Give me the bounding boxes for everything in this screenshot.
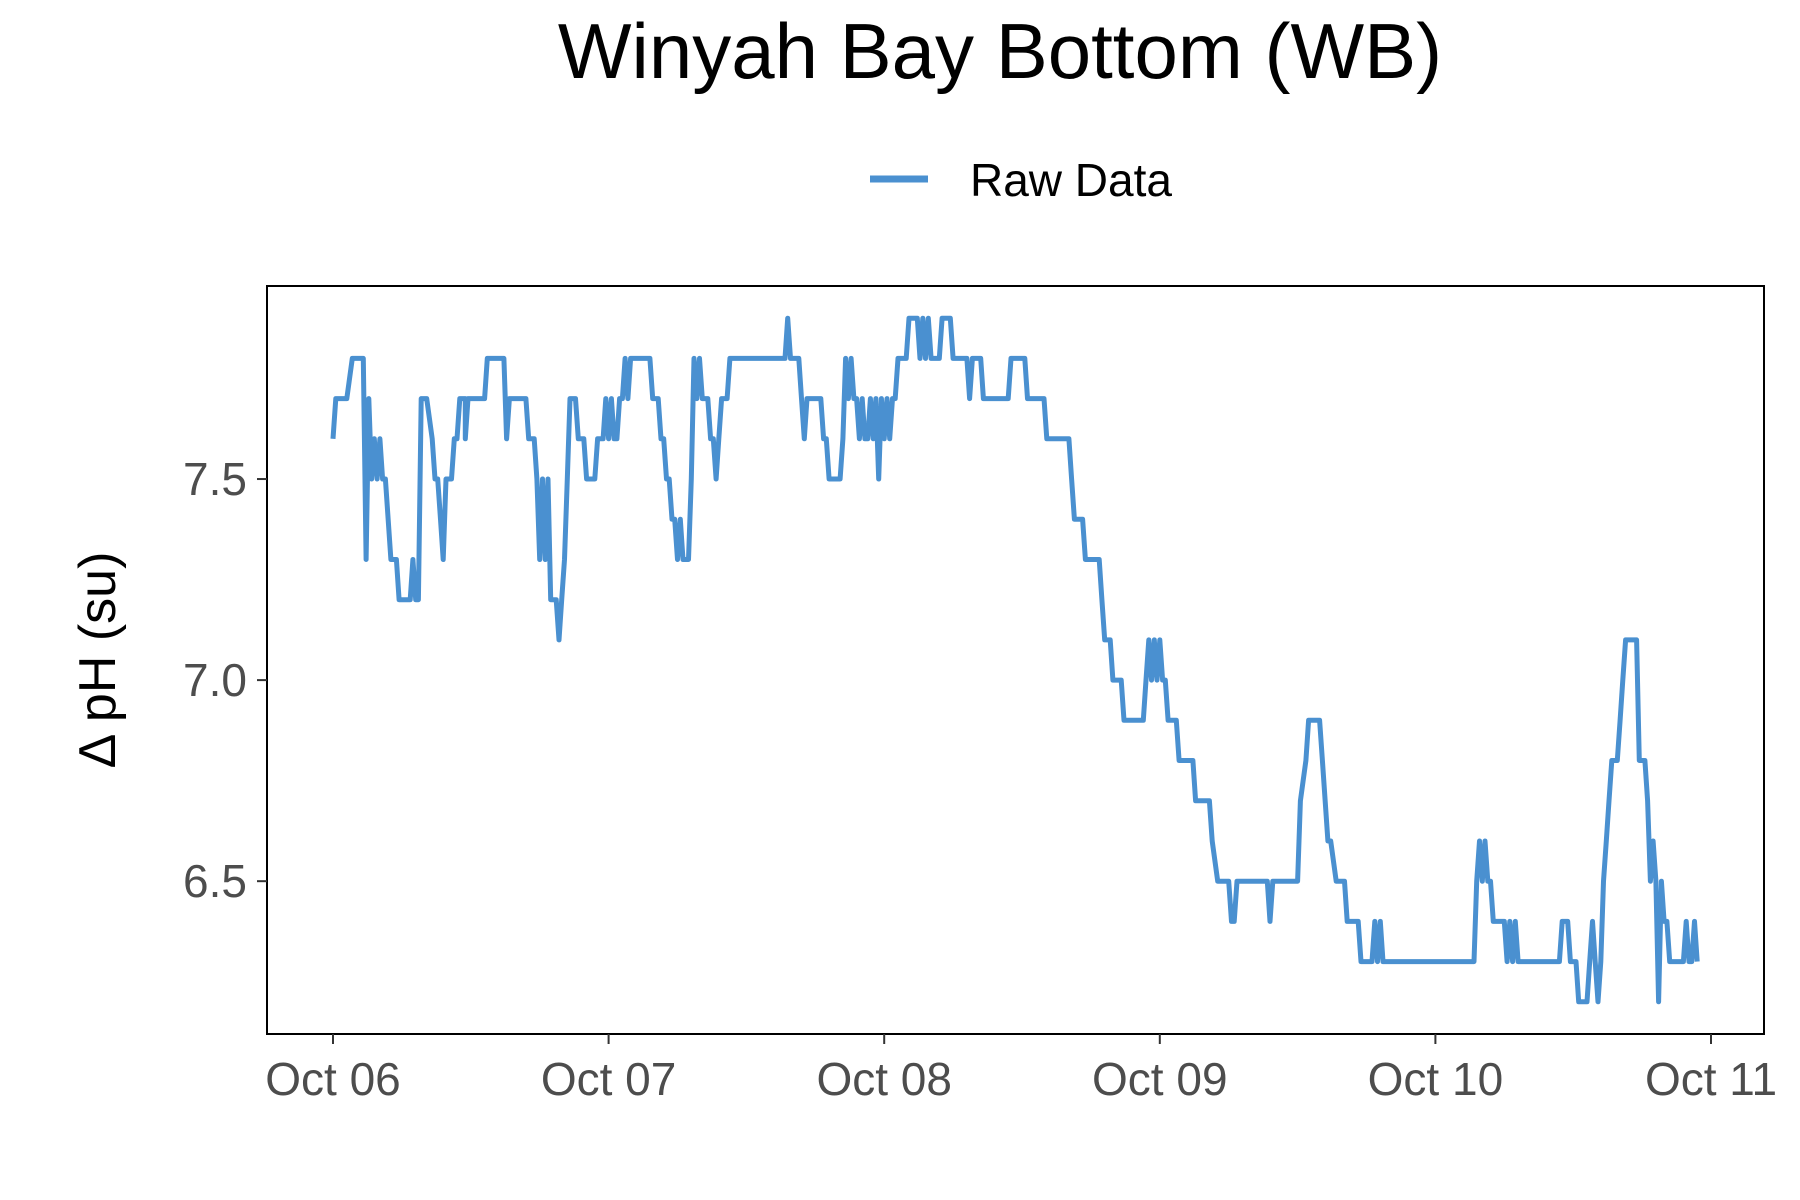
x-tick-label: Oct 07 xyxy=(541,1053,677,1105)
y-tick-label: 7.5 xyxy=(183,453,247,505)
legend: Raw Data xyxy=(870,154,1172,206)
x-tick-label: Oct 11 xyxy=(1645,1053,1777,1105)
plot-panel xyxy=(266,285,1765,1035)
series-layer xyxy=(330,315,1700,1005)
x-tick-label: Oct 10 xyxy=(1368,1053,1504,1105)
y-tick-label: 7.0 xyxy=(183,654,247,706)
x-tick-label: Oct 06 xyxy=(265,1053,401,1105)
x-axis: Oct 06 Oct 07 Oct 08 Oct 09 Oct 10 Oct 11 xyxy=(265,1034,1777,1105)
y-tick-label: 6.5 xyxy=(183,855,247,907)
chart-title: Winyah Bay Bottom (WB) xyxy=(558,7,1442,95)
y-axis: 6.5 7.0 7.5 xyxy=(183,453,267,907)
series-line-raw-data xyxy=(330,315,1700,1005)
x-tick-label: Oct 09 xyxy=(1092,1053,1228,1105)
legend-label: Raw Data xyxy=(970,154,1172,206)
y-axis-label: Δ pH (su) xyxy=(69,552,127,769)
x-tick-label: Oct 08 xyxy=(816,1053,952,1105)
